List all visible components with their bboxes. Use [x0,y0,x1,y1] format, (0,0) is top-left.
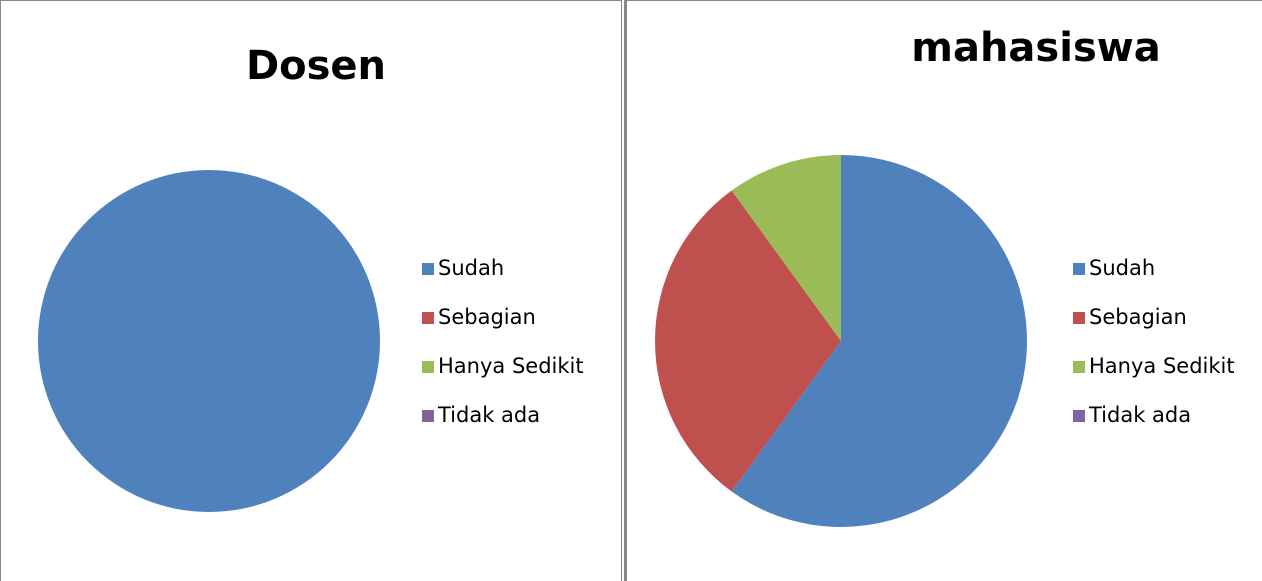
legend-label: Sebagian [438,305,536,329]
legend-label: Hanya Sedikit [1089,354,1235,378]
legend-swatch [422,312,434,324]
divider [624,0,627,581]
legend-swatch [422,263,434,275]
legend-label: Hanya Sedikit [438,354,584,378]
legend-label: Tidak ada [1088,403,1191,427]
legend-swatch [1073,410,1085,422]
legend-swatch [1073,263,1085,275]
legend-label: Sudah [1089,256,1155,280]
pie-slice [731,155,841,341]
legend-label: Sudah [438,256,504,280]
legend-swatch [422,361,434,373]
pie-slice [655,190,841,492]
panel-border [0,0,622,581]
chart-title: Dosen [246,43,386,89]
legend-swatch [1073,361,1085,373]
legend-label: Tidak ada [437,403,540,427]
pie-slice [731,155,1027,527]
legend-swatch [422,410,434,422]
chart-title: mahasiswa [911,25,1160,71]
legend-label: Sebagian [1089,305,1187,329]
legend-swatch [1073,312,1085,324]
pie-slice [38,170,380,512]
